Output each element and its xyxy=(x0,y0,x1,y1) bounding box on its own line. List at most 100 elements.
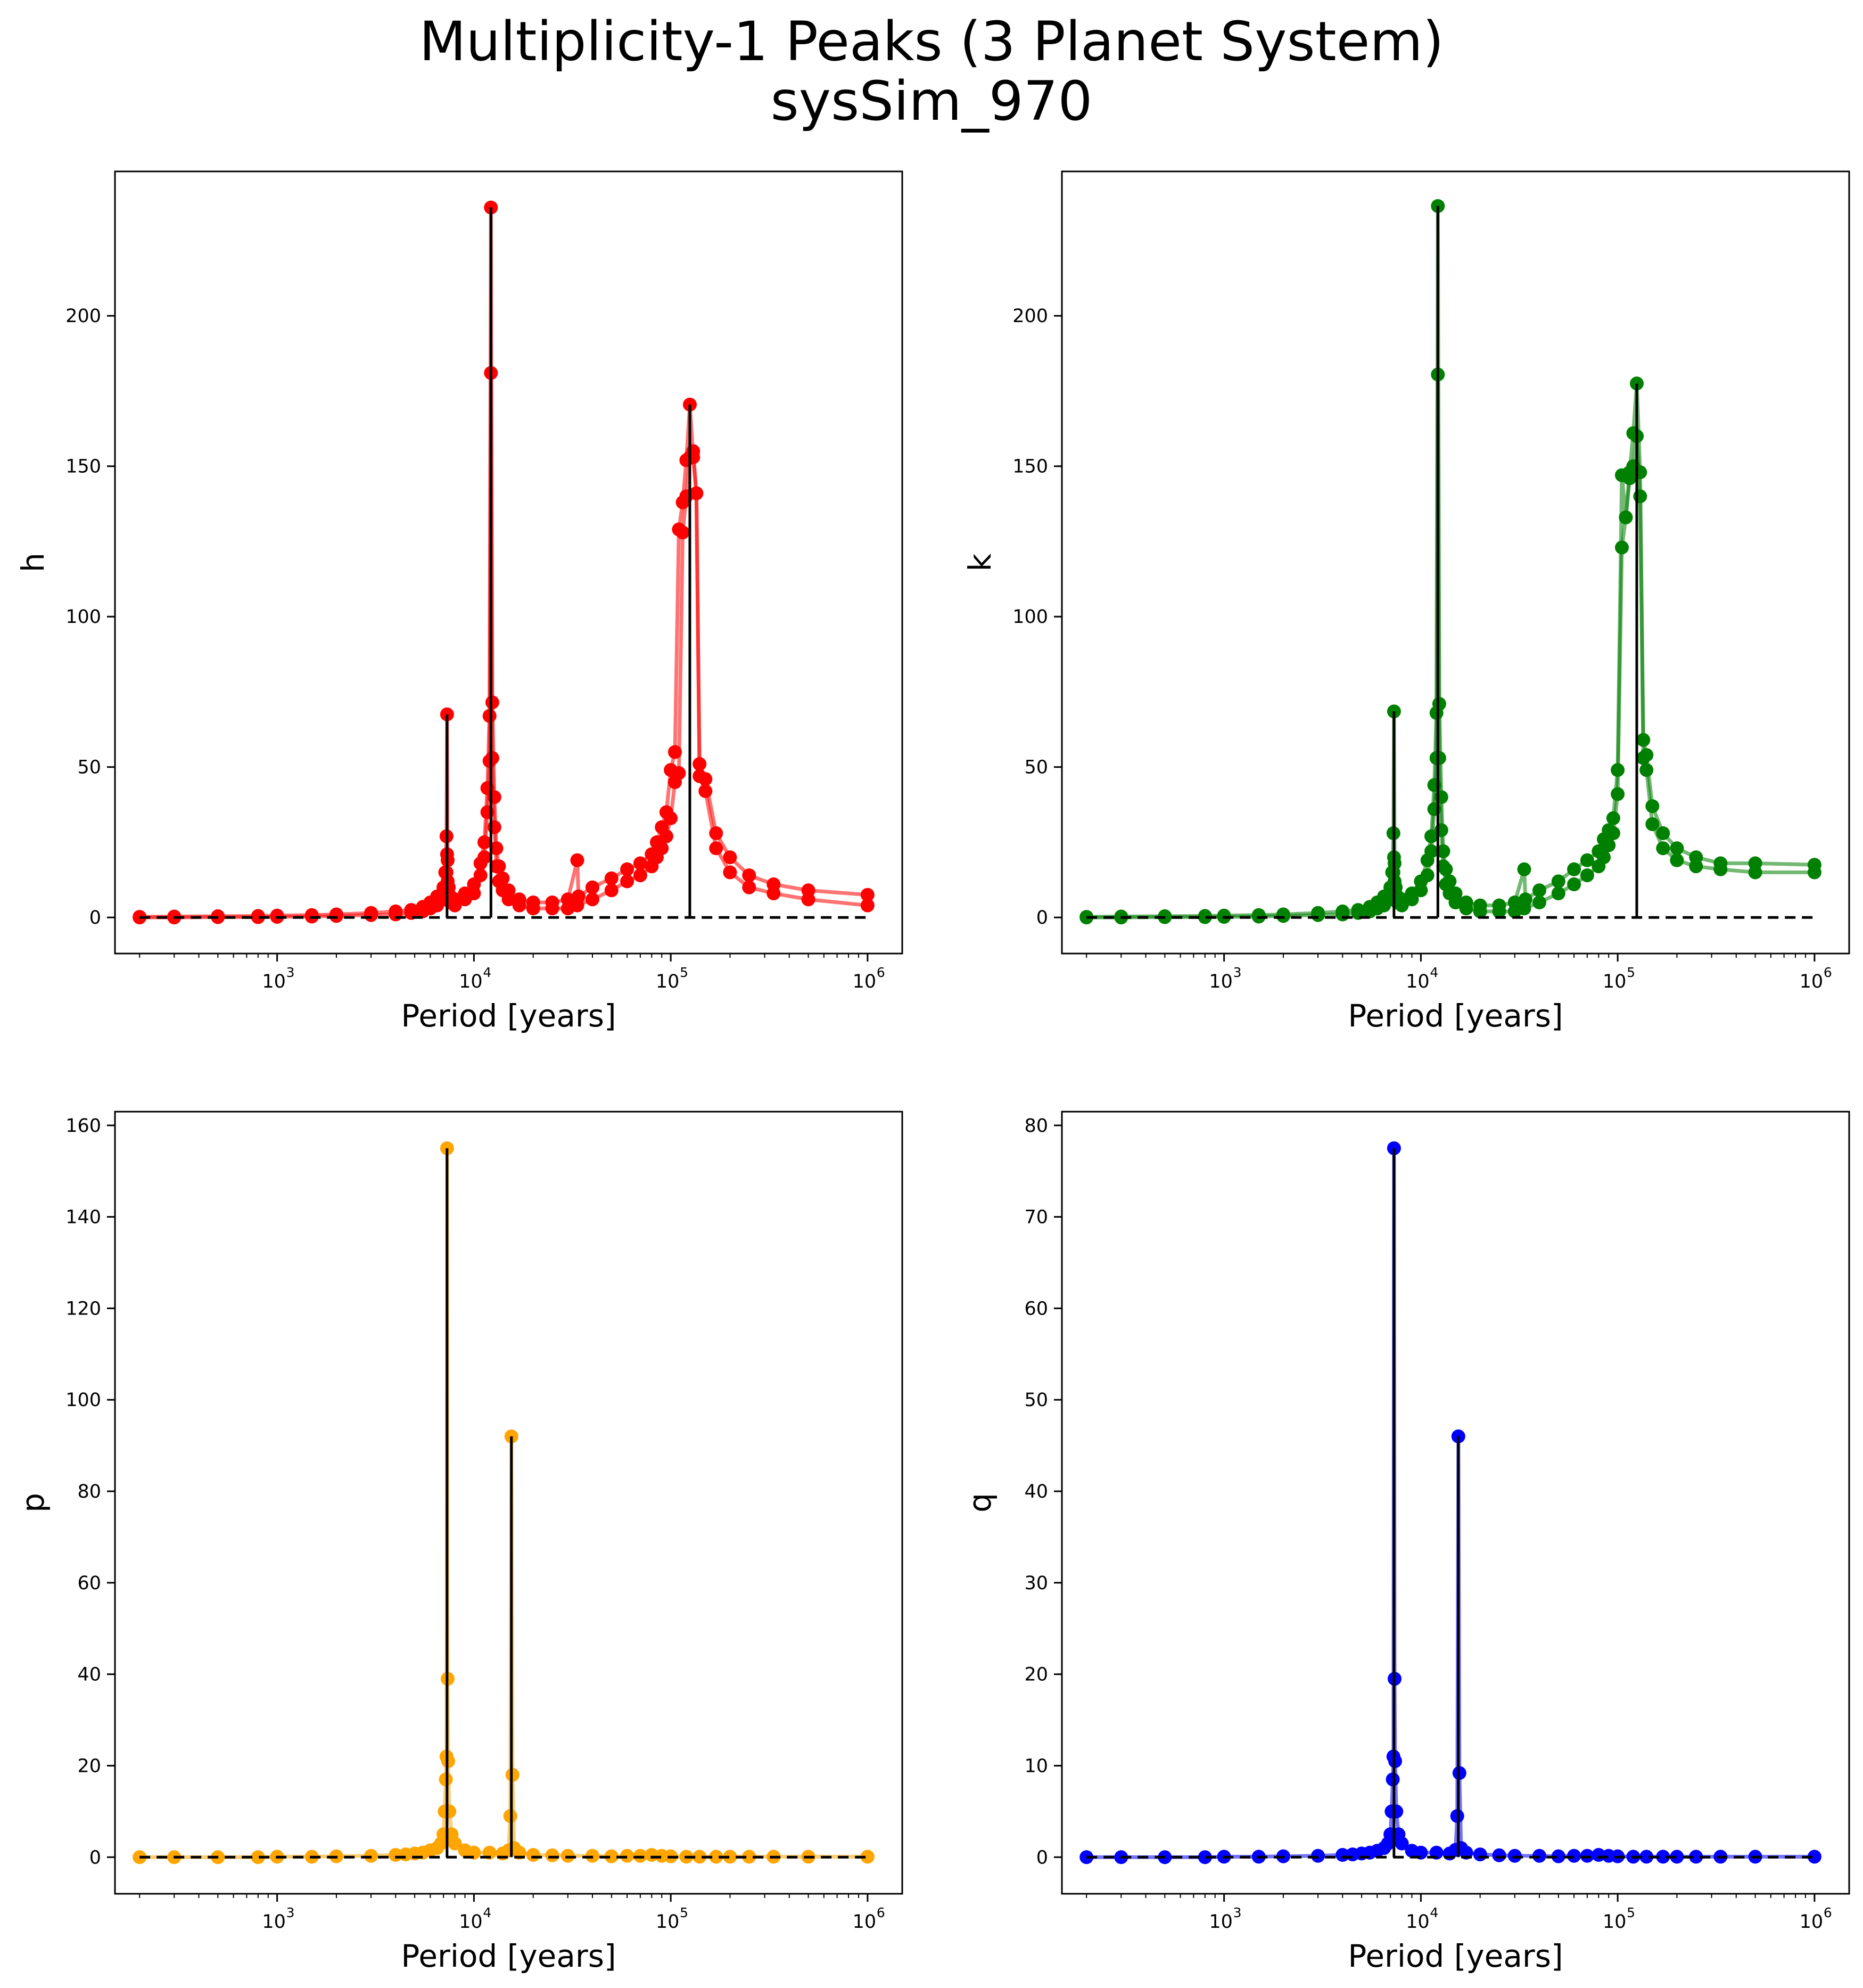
top-left-xtick-exponent: 6 xyxy=(877,965,885,980)
top-right-series-1-point xyxy=(1311,908,1325,922)
bottom-left-xtick-exponent: 3 xyxy=(286,1905,295,1920)
top-right-series-0-point xyxy=(1532,883,1546,898)
top-left-series-0-point xyxy=(742,868,756,883)
top-right-series-1-point xyxy=(1532,896,1546,909)
top-left-series-1-point xyxy=(686,444,700,458)
figure-subtitle: sysSim_970 xyxy=(770,70,1093,133)
top-right-series-1-point xyxy=(1395,898,1409,913)
bottom-right-xtick-label: 10 xyxy=(1406,1911,1430,1933)
top-left-ytick-label: 100 xyxy=(65,606,101,628)
bottom-right-series-0-point xyxy=(1639,1850,1654,1864)
top-right-series-1-point xyxy=(1517,901,1531,916)
bottom-right-series-0-point xyxy=(1670,1850,1684,1864)
bottom-left-xtick-exponent: 5 xyxy=(680,1905,688,1920)
bottom-right-series-0-point xyxy=(1532,1849,1546,1863)
top-left-series-1-point xyxy=(501,892,516,907)
top-left-xtick-exponent: 3 xyxy=(286,965,295,980)
top-left-ytick-label: 200 xyxy=(65,306,101,327)
top-left-series-1-point xyxy=(698,784,713,798)
top-right-xtick-label: 10 xyxy=(1800,971,1824,992)
top-right-series-0-line xyxy=(1086,204,1815,919)
top-left-ytick-label: 0 xyxy=(89,907,101,929)
top-left-series-1-point xyxy=(329,909,343,923)
bottom-left-series-0-point xyxy=(440,1141,454,1155)
top-left-xtick-label: 10 xyxy=(656,971,680,992)
bottom-left-ylabel: p xyxy=(15,1493,51,1513)
bottom-right-series-0-point xyxy=(1451,1429,1465,1443)
top-left-series-1-point xyxy=(604,883,619,898)
bottom-right-series-0-point xyxy=(1198,1850,1212,1864)
top-left-series-1-point xyxy=(766,886,781,900)
bottom-left-xtick-label: 10 xyxy=(853,1911,877,1933)
top-left-series-1-point xyxy=(723,865,737,880)
top-left-series-0-point xyxy=(440,707,454,721)
bottom-right-ytick-label: 10 xyxy=(1024,1755,1048,1777)
top-left-series-1-point xyxy=(570,898,584,913)
top-right-series-1-point xyxy=(1432,751,1446,765)
top-left-series-1-line xyxy=(139,371,868,919)
top-left-ytick-label: 150 xyxy=(65,456,101,478)
bottom-right-series-0-point xyxy=(1689,1850,1703,1864)
top-left-series-1-point xyxy=(675,525,690,539)
bottom-left-series-0-point xyxy=(504,1429,518,1443)
bottom-right-ytick-label: 80 xyxy=(1024,1115,1048,1137)
top-right-series-1-point xyxy=(1656,841,1670,856)
top-left-xtick-exponent: 5 xyxy=(680,965,688,980)
top-right-xtick-label: 10 xyxy=(1603,971,1627,992)
top-left-series-1-point xyxy=(586,892,599,907)
top-right-series-1-point xyxy=(1636,751,1651,765)
top-left-series-1-point xyxy=(512,898,526,913)
bottom-left-ytick-label: 0 xyxy=(89,1847,101,1868)
bottom-right-series-0-point xyxy=(1551,1849,1565,1863)
bottom-left-xtick-exponent: 4 xyxy=(483,1905,491,1920)
top-right-ytick-label: 50 xyxy=(1024,757,1048,778)
top-right-series-1-point xyxy=(1597,850,1611,865)
top-left-series-1-point xyxy=(801,892,815,907)
top-right-series-1-point xyxy=(1436,859,1450,874)
top-left-ylabel: h xyxy=(15,553,51,572)
top-left-series-1-point xyxy=(664,811,678,825)
bottom-left-ytick-label: 40 xyxy=(77,1664,101,1686)
top-right-series-1-point xyxy=(1619,510,1633,524)
top-left-ytick-label: 50 xyxy=(77,757,101,778)
top-left-series-0-line xyxy=(139,206,868,919)
bottom-right-plot-area xyxy=(1079,1141,1821,1864)
top-right-series-1-point xyxy=(1622,471,1637,486)
top-right-series-1-line xyxy=(1086,372,1815,919)
top-right-ytick-label: 150 xyxy=(1012,456,1048,478)
top-left-frame xyxy=(114,170,903,955)
top-right-xlabel: Period [years] xyxy=(1348,998,1563,1034)
bottom-left-series-0-point xyxy=(620,1849,634,1863)
bottom-right-xtick-exponent: 4 xyxy=(1430,1905,1438,1920)
top-right-series-1-point xyxy=(1198,910,1212,924)
top-left-series-1-point xyxy=(689,486,704,500)
bottom-right-series-0-point xyxy=(1387,1141,1401,1155)
top-left-series-1-point xyxy=(545,901,559,916)
top-left-series-1-point xyxy=(860,898,875,913)
bottom-right-xtick-label: 10 xyxy=(1209,1911,1233,1933)
top-left-xtick-label: 10 xyxy=(853,971,877,992)
top-right-xtick-exponent: 6 xyxy=(1824,965,1832,980)
top-left-xtick-label: 10 xyxy=(262,971,286,992)
top-right-series-1-point xyxy=(1611,787,1625,801)
top-right-ytick-label: 0 xyxy=(1036,907,1048,929)
bottom-right-ytick-label: 30 xyxy=(1024,1573,1048,1594)
top-right-series-0-point xyxy=(1517,862,1531,876)
bottom-right-xtick-exponent: 6 xyxy=(1824,1905,1832,1920)
bottom-left-series-0-point xyxy=(742,1850,756,1864)
bottom-right-series-0-point xyxy=(1580,1849,1594,1863)
top-right-series-1-point xyxy=(1276,909,1290,923)
bottom-left-series-0-point xyxy=(633,1849,647,1863)
bottom-right-series-0-point xyxy=(1567,1849,1581,1863)
figure-title: Multiplicity-1 Peaks (3 Planet System) xyxy=(419,10,1444,73)
top-right-series-1-point xyxy=(1615,540,1629,555)
top-right-series-1-point xyxy=(1424,844,1438,858)
bottom-right-xlabel: Period [years] xyxy=(1348,1938,1563,1974)
top-right-series-1-point xyxy=(1606,826,1620,840)
top-right-series-1-point xyxy=(1420,868,1435,883)
top-right-series-1-point xyxy=(1551,886,1565,900)
top-right-series-1-point xyxy=(1645,817,1660,831)
bottom-right-series-0-point xyxy=(1473,1847,1487,1862)
